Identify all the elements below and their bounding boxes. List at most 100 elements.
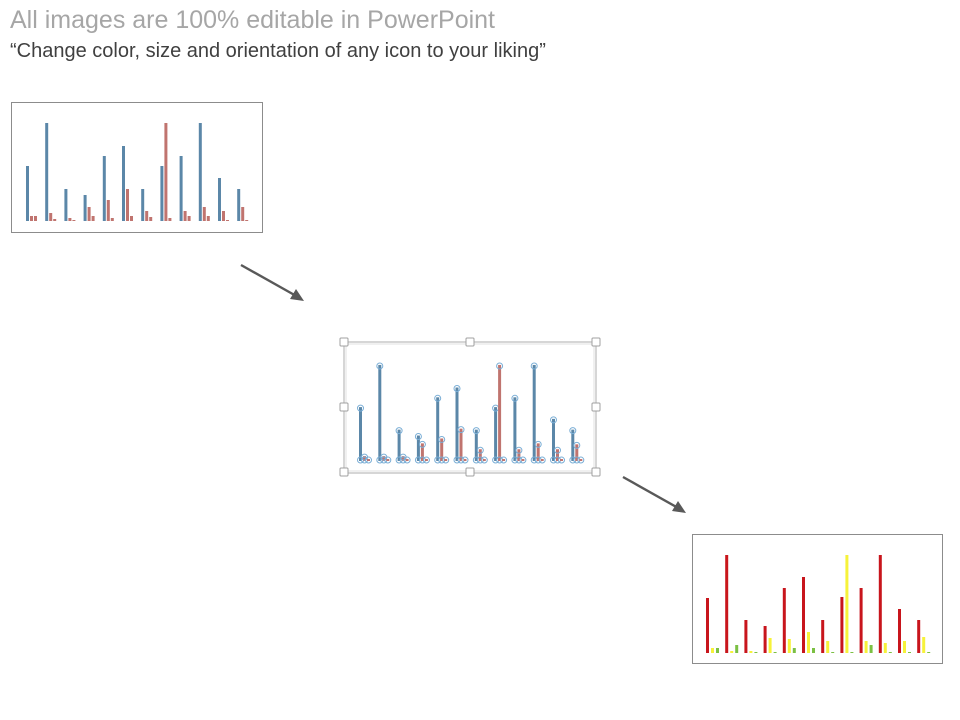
bar-edit-handle[interactable] <box>442 456 450 464</box>
bar-series3-6 <box>812 648 815 653</box>
resize-handles[interactable] <box>339 337 601 477</box>
bar-series2-4 <box>87 207 91 221</box>
bar-series1-5 <box>102 156 106 221</box>
bar-series2-6 <box>126 189 129 221</box>
bar-series2-7 <box>478 449 482 461</box>
bar-series1-3 <box>744 620 748 653</box>
bar-series3-1 <box>367 459 370 461</box>
bar-series3-2 <box>386 459 390 461</box>
bar-edit-handle[interactable] <box>538 456 546 464</box>
bar-series1-5 <box>782 588 786 653</box>
selected-chart-frame[interactable] <box>335 335 607 480</box>
bar-series2-4 <box>420 443 424 461</box>
bar-edit-handle[interactable] <box>384 456 392 464</box>
bar-series2-9 <box>864 641 868 653</box>
bar-edit-handle[interactable] <box>395 427 403 435</box>
resize-handle-bottom-left[interactable] <box>339 467 349 477</box>
bar-series2-10 <box>202 207 206 221</box>
bar-series2-9 <box>183 211 187 221</box>
bar-edit-handle[interactable] <box>558 456 565 464</box>
bar-series3-11 <box>226 220 229 221</box>
bar-series1-4 <box>83 195 87 221</box>
bar-edit-handle[interactable] <box>414 433 422 441</box>
bar-series2-5 <box>787 639 791 653</box>
bar-series3-8 <box>502 459 506 461</box>
original-chart-panel[interactable] <box>11 102 263 233</box>
bar-series1-7 <box>141 189 145 221</box>
bar-series2-11 <box>222 211 225 221</box>
resize-handle-right[interactable] <box>591 402 601 412</box>
bar-series3-12 <box>245 220 249 221</box>
resize-handle-top[interactable] <box>465 337 475 347</box>
recolored-bar-chart <box>706 555 931 653</box>
bar-series3-12 <box>579 459 583 461</box>
resize-handle-left[interactable] <box>339 402 349 412</box>
resize-handle-bottom[interactable] <box>465 467 475 477</box>
bar-series3-6 <box>463 459 467 461</box>
bar-edit-handle[interactable] <box>519 456 527 464</box>
bar-series1-11 <box>898 609 901 653</box>
bar-edit-handle[interactable] <box>554 446 561 454</box>
bar-series3-9 <box>521 459 525 461</box>
bar-series2-9 <box>517 449 521 461</box>
bar-edit-handle[interactable] <box>500 456 508 464</box>
bar-edit-handle[interactable] <box>376 362 384 370</box>
bar-edit-handle[interactable] <box>365 456 372 464</box>
bar-series3-4 <box>424 459 428 461</box>
bar-edit-handle[interactable] <box>434 394 442 402</box>
bar-edit-handle[interactable] <box>453 385 461 392</box>
bar-series1-9 <box>179 156 183 221</box>
bar-series3-1 <box>34 216 37 221</box>
bar-series1-8 <box>840 597 844 653</box>
bar-series3-10 <box>888 652 892 653</box>
bar-series2-12 <box>922 637 926 653</box>
resize-handle-bottom-right[interactable] <box>591 467 601 477</box>
bar-series1-10 <box>878 555 882 653</box>
bar-series3-3 <box>754 652 758 653</box>
bar-edit-handle[interactable] <box>438 435 446 443</box>
bar-series2-5 <box>106 200 110 221</box>
bar-edit-handle[interactable] <box>472 427 480 435</box>
bar-series1-9 <box>513 397 517 461</box>
bar-series2-2 <box>730 651 734 653</box>
bar-edit-handle[interactable] <box>534 440 542 448</box>
bar-series2-7 <box>145 211 149 221</box>
bar-edit-handle[interactable] <box>422 456 430 464</box>
bar-edit-handle[interactable] <box>515 446 523 454</box>
bar-edit-handle[interactable] <box>530 362 538 370</box>
bar-series3-10 <box>540 459 544 461</box>
resize-handle-top-right[interactable] <box>591 337 601 347</box>
bar-series2-8 <box>498 364 502 461</box>
bar-series1-4 <box>763 626 767 653</box>
bar-series3-5 <box>792 648 796 653</box>
bar-series2-8 <box>845 555 849 653</box>
bar-series1-1 <box>706 598 709 653</box>
bar-series3-9 <box>869 645 873 653</box>
bar-edit-handle[interactable] <box>511 394 519 402</box>
bar-edit-handle[interactable] <box>480 456 488 464</box>
bar-series1-3 <box>397 429 401 461</box>
bar-edit-handle[interactable] <box>573 441 581 449</box>
bar-series1-11 <box>218 178 221 221</box>
bar-series2-3 <box>401 456 405 461</box>
bar-edit-handle[interactable] <box>496 362 504 370</box>
resize-handle-top-left[interactable] <box>339 337 349 347</box>
bar-series2-1 <box>30 216 33 221</box>
bar-edit-handle[interactable] <box>403 456 411 464</box>
bar-edit-handle[interactable] <box>550 416 557 424</box>
bar-edit-handle[interactable] <box>357 404 364 412</box>
arrow-down-right-icon <box>240 263 304 301</box>
recolored-chart-panel[interactable] <box>692 534 943 664</box>
bar-series1-5 <box>436 397 440 461</box>
bar-edit-handle[interactable] <box>577 456 585 464</box>
bar-series3-2 <box>735 645 739 653</box>
bar-series2-1 <box>711 648 714 653</box>
bar-edit-handle[interactable] <box>457 426 465 434</box>
bar-series1-10 <box>532 364 536 461</box>
bar-edit-handle[interactable] <box>569 427 577 435</box>
bar-series3-1 <box>716 648 719 653</box>
bar-series1-1 <box>26 166 29 221</box>
bar-edit-handle[interactable] <box>418 440 426 448</box>
bar-edit-handle[interactable] <box>461 456 469 464</box>
bar-edit-handle[interactable] <box>476 446 484 454</box>
